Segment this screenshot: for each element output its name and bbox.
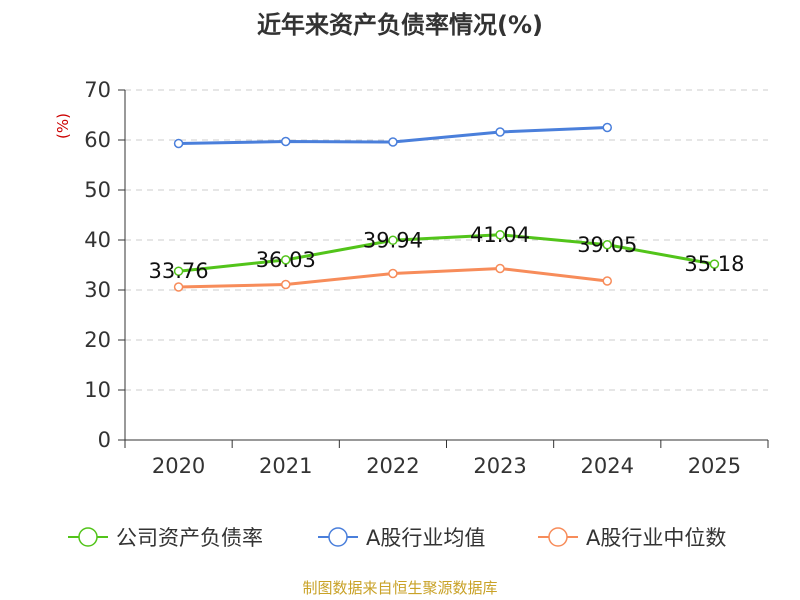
data-point-1-1 bbox=[281, 136, 291, 147]
data-point-2-1 bbox=[281, 279, 291, 290]
data-point-1-4 bbox=[602, 122, 612, 133]
legend-item-1[interactable]: A股行业均值 bbox=[318, 526, 485, 550]
data-label: 41.04 bbox=[470, 223, 530, 247]
grid-lines bbox=[125, 89, 768, 391]
legend: 公司资产负债率 A股行业均值 A股行业中位数 bbox=[68, 526, 726, 550]
y-tick-label: 20 bbox=[84, 328, 111, 352]
y-tick-label: 40 bbox=[84, 228, 111, 252]
data-point-0-2 bbox=[388, 235, 398, 246]
data-point-0-5 bbox=[709, 259, 720, 269]
data-label: 39.05 bbox=[577, 233, 637, 257]
x-tick-label: 2024 bbox=[581, 454, 634, 478]
legend-label: 公司资产负债率 bbox=[116, 526, 263, 550]
y-axis-unit: (%) bbox=[54, 113, 72, 139]
y-tick-label: 10 bbox=[84, 378, 111, 402]
y-tick-label: 30 bbox=[84, 278, 111, 302]
x-tick-label: 2021 bbox=[259, 454, 312, 478]
data-point-1-0 bbox=[173, 138, 184, 149]
legend-label: A股行业均值 bbox=[366, 526, 485, 550]
legend-marker bbox=[328, 527, 348, 547]
axes: 0 10 20 30 40 50 60 70 2020 2021 2022 2023 2024 2025 bbox=[84, 78, 769, 478]
y-tick-label: 60 bbox=[84, 128, 111, 152]
data-point-2-3 bbox=[495, 263, 505, 274]
data-point-2-2 bbox=[388, 268, 398, 279]
chart-title: 近年来资产负债率情况(%) bbox=[257, 11, 543, 39]
data-point-0-0 bbox=[173, 266, 184, 276]
source-note: 制图数据来自恒生聚源数据库 bbox=[302, 579, 497, 597]
data-label: 33.76 bbox=[149, 259, 209, 283]
legend-marker bbox=[548, 527, 568, 547]
y-tick-label: 50 bbox=[84, 178, 111, 202]
legend-marker bbox=[78, 527, 98, 547]
data-point-1-2 bbox=[388, 137, 398, 147]
data-point-2-4 bbox=[602, 276, 612, 286]
legend-item-0[interactable]: 公司资产负债率 bbox=[68, 526, 263, 550]
data-point-1-3 bbox=[495, 127, 505, 137]
legend-item-2[interactable]: A股行业中位数 bbox=[538, 526, 726, 550]
x-tick-label: 2022 bbox=[366, 454, 419, 478]
x-tick-label: 2023 bbox=[473, 454, 526, 478]
y-tick-label: 0 bbox=[98, 428, 111, 452]
series-lines bbox=[173, 122, 720, 292]
data-point-0-3 bbox=[495, 230, 505, 240]
legend-label: A股行业中位数 bbox=[586, 526, 726, 550]
series-line-0 bbox=[178, 233, 715, 273]
data-point-2-0 bbox=[173, 282, 184, 292]
y-tick-label: 70 bbox=[84, 78, 111, 102]
x-tick-label: 2020 bbox=[152, 454, 205, 478]
data-point-0-4 bbox=[602, 240, 612, 250]
data-point-0-1 bbox=[281, 255, 291, 265]
x-tick-label: 2025 bbox=[688, 454, 741, 478]
data-label: 39.94 bbox=[363, 228, 423, 252]
data-label: 35.18 bbox=[684, 252, 744, 276]
data-labels: 33.76 36.03 39.94 41.04 39.05 35.18 bbox=[149, 223, 745, 283]
data-label: 36.03 bbox=[256, 248, 316, 272]
